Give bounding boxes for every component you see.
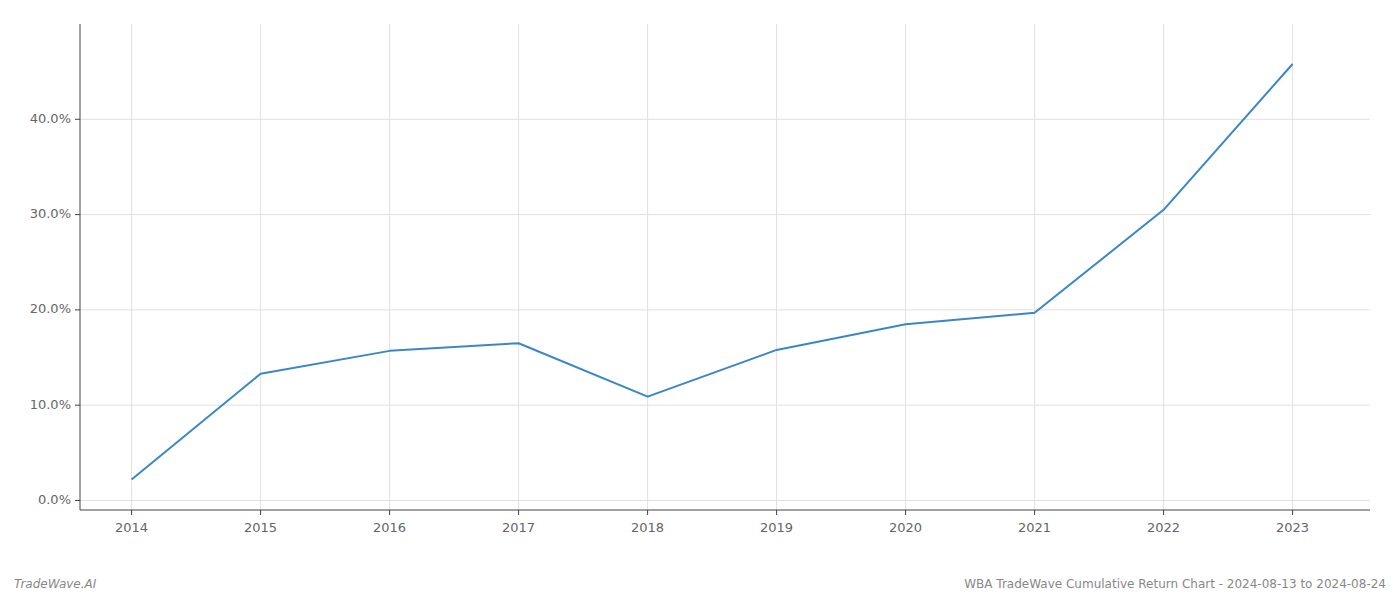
y-tick xyxy=(75,119,80,120)
x-grid-line xyxy=(131,24,132,510)
title: WBA TradeWave Cumulative Return Chart - … xyxy=(964,577,1386,591)
x-tick-label: 2016 xyxy=(373,520,406,535)
y-tick xyxy=(75,309,80,310)
chart-svg: 0.0% 10.0% 20.0% 30.0% 40.0% 2014 2015 2016 2017… xyxy=(0,0,1400,600)
y-grid-line xyxy=(80,500,1370,501)
chart-container: 0.0% 10.0% 20.0% 30.0% 40.0% 2014 2015 2016 2017… xyxy=(0,0,1400,600)
x-tick-label: 2019 xyxy=(760,520,793,535)
data-line xyxy=(132,64,1293,479)
y-axis-line xyxy=(80,24,81,510)
x-tick-label: 2022 xyxy=(1147,520,1180,535)
x-axis-line xyxy=(80,510,1370,511)
axes: 0.0% 10.0% 20.0% 30.0% 40.0% 2014 2015 2016 2017… xyxy=(30,24,1370,535)
x-tick xyxy=(518,510,519,515)
x-grid-line xyxy=(518,24,519,510)
x-grid-line xyxy=(905,24,906,510)
x-tick xyxy=(776,510,777,515)
y-grid-line xyxy=(80,119,1370,120)
plot-area xyxy=(132,64,1293,479)
y-tick-label: 10.0% xyxy=(30,397,71,412)
y-tick xyxy=(75,405,80,406)
x-tick-label: 2015 xyxy=(244,520,277,535)
y-tick-label: 40.0% xyxy=(30,111,71,126)
x-tick-label: 2017 xyxy=(502,520,535,535)
x-grid-line xyxy=(260,24,261,510)
x-tick-label: 2023 xyxy=(1276,520,1309,535)
y-grid-line xyxy=(80,309,1370,310)
x-tick xyxy=(647,510,648,515)
x-tick xyxy=(260,510,261,515)
grid xyxy=(80,24,1370,510)
x-tick-label: 2020 xyxy=(889,520,922,535)
x-tick xyxy=(131,510,132,515)
x-grid-line xyxy=(1292,24,1293,510)
x-tick-label: 2021 xyxy=(1018,520,1051,535)
x-tick xyxy=(389,510,390,515)
x-grid-line xyxy=(1034,24,1035,510)
watermark: TradeWave.AI xyxy=(14,577,97,591)
x-grid-line xyxy=(776,24,777,510)
x-tick xyxy=(905,510,906,515)
x-tick xyxy=(1163,510,1164,515)
x-grid-line xyxy=(1163,24,1164,510)
background xyxy=(0,0,1400,600)
x-tick xyxy=(1292,510,1293,515)
y-grid-line xyxy=(80,405,1370,406)
y-tick-label: 20.0% xyxy=(30,301,71,316)
y-tick xyxy=(75,500,80,501)
y-tick-label: 30.0% xyxy=(30,206,71,221)
x-grid-line xyxy=(389,24,390,510)
x-tick xyxy=(1034,510,1035,515)
y-grid-line xyxy=(80,214,1370,215)
x-tick-label: 2014 xyxy=(115,520,148,535)
x-tick-label: 2018 xyxy=(631,520,664,535)
y-tick-label: 0.0% xyxy=(38,492,71,507)
x-grid-line xyxy=(647,24,648,510)
y-tick xyxy=(75,214,80,215)
